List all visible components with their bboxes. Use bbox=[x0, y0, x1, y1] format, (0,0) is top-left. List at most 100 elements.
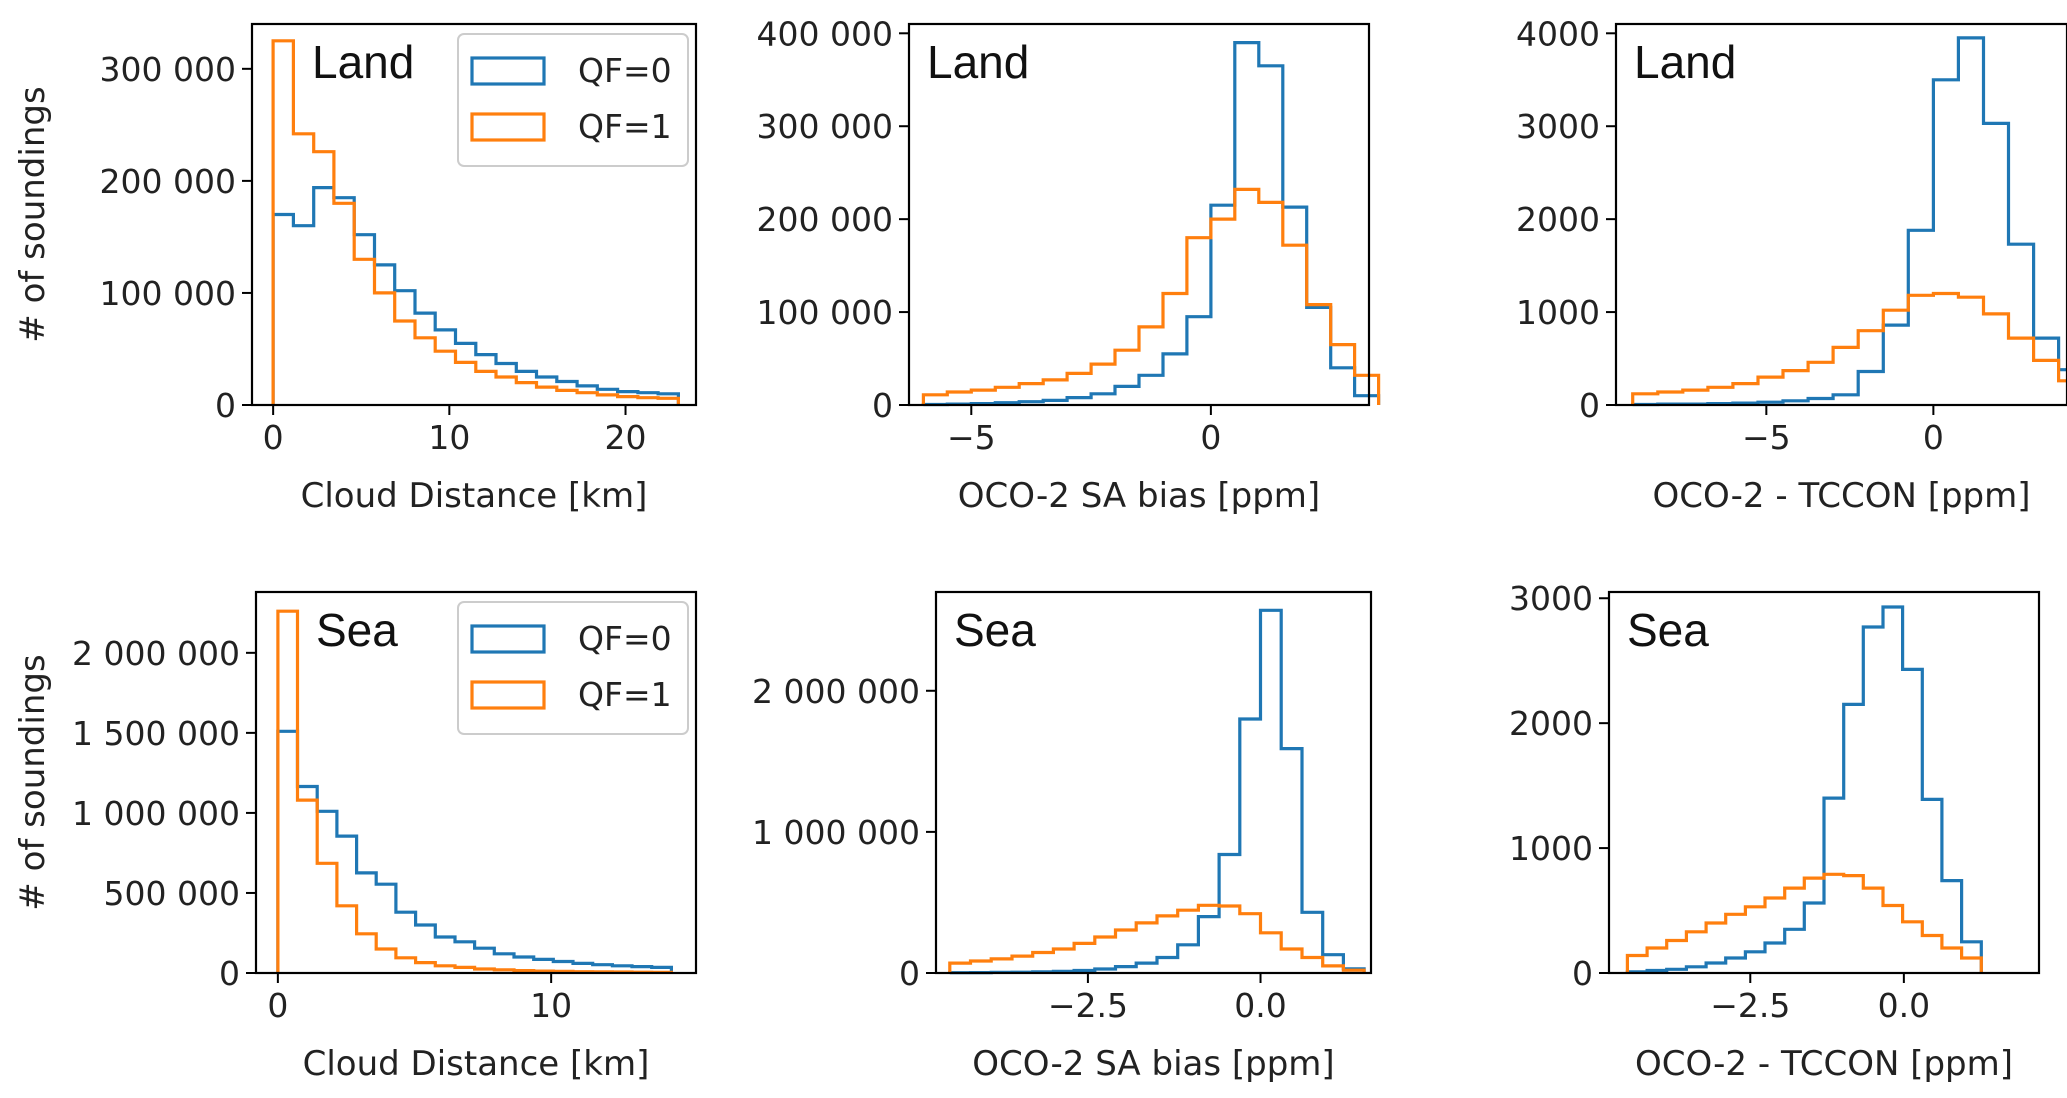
bin-qf-1-4 bbox=[354, 259, 374, 405]
y-tick-label: 1 000 000 bbox=[752, 813, 920, 852]
legend: QF=0 QF=1 bbox=[457, 601, 689, 735]
bin-qf-1-14 bbox=[557, 390, 577, 405]
axes-frame bbox=[1614, 22, 2067, 407]
legend-swatch-qf-1 bbox=[470, 112, 546, 142]
panel-title: Land bbox=[1634, 36, 1736, 88]
x-axis-label: OCO-2 - TCCON [ppm] bbox=[1635, 1044, 2013, 1084]
bin-qf-1-9 bbox=[1136, 923, 1157, 973]
bin-qf-1-10 bbox=[1163, 294, 1187, 406]
histogram-qf-0 bbox=[1631, 36, 2067, 407]
y-tick-label: 3000 bbox=[1509, 579, 1593, 618]
histogram-qf-1 bbox=[271, 39, 680, 405]
bin-qf-1-4 bbox=[1033, 953, 1054, 974]
bin-qf-1-13 bbox=[537, 387, 557, 405]
bin-qf-1-5 bbox=[376, 949, 396, 973]
bin-qf-1-16 bbox=[597, 395, 617, 405]
bin-qf-1-16 bbox=[1942, 948, 1962, 973]
sea-tccon-panel: −2.5 0.0 0 1000 2000 3000 OCO-2 - TCCON [ppm] S… bbox=[1509, 579, 2041, 1084]
bin-qf-1-11 bbox=[1844, 876, 1864, 973]
x-tick-label: 0.0 bbox=[1234, 986, 1286, 1025]
bin-qf-1-3 bbox=[1708, 387, 1733, 405]
bin-qf-0-16 bbox=[1281, 749, 1302, 973]
bin-qf-1-0 bbox=[273, 41, 293, 405]
land-tccon-panel: −5 0 0 1000 2000 3000 4000 OCO-2 - TCCON [ppm] L… bbox=[1516, 14, 2067, 516]
bin-qf-1-6 bbox=[1067, 373, 1091, 405]
panel-title: Sea bbox=[954, 604, 1036, 656]
y-tick-label: 1000 bbox=[1509, 829, 1593, 868]
histogram-qf-1 bbox=[1631, 291, 2067, 405]
bin-qf-1-4 bbox=[357, 934, 377, 973]
bin-qf-1-17 bbox=[1962, 958, 1982, 973]
bin-qf-1-2 bbox=[1667, 941, 1687, 974]
legend-swatch-qf-1 bbox=[470, 680, 546, 710]
y-tick-label: 0 bbox=[1572, 954, 1593, 993]
bin-qf-1-6 bbox=[396, 958, 416, 973]
bin-qf-1-9 bbox=[1139, 327, 1163, 405]
bin-qf-1-17 bbox=[1331, 345, 1355, 405]
y-axis-label: # of soundings bbox=[13, 654, 53, 910]
bin-qf-1-13 bbox=[1219, 906, 1240, 973]
y-tick-label: 1000 bbox=[1516, 293, 1600, 332]
bin-qf-1-0 bbox=[1627, 956, 1647, 974]
y-tick-label: 2 000 000 bbox=[752, 672, 920, 711]
bin-qf-1-10 bbox=[1157, 916, 1178, 973]
bin-qf-1-3 bbox=[334, 203, 354, 405]
y-tick-label: 300 000 bbox=[757, 107, 893, 146]
bin-qf-1-2 bbox=[317, 863, 337, 973]
bin-qf-1-10 bbox=[1824, 874, 1844, 973]
y-tick-label: 0 bbox=[1579, 386, 1600, 425]
bin-qf-1-15 bbox=[1283, 245, 1307, 405]
bin-qf-1-14 bbox=[1903, 922, 1923, 973]
bin-qf-1-3 bbox=[1012, 956, 1033, 973]
histogram-qf-1 bbox=[921, 187, 1381, 405]
bin-qf-1-2 bbox=[991, 959, 1012, 973]
bin-qf-1-14 bbox=[1984, 314, 2009, 405]
bin-qf-1-4 bbox=[1733, 384, 1758, 405]
bin-qf-1-13 bbox=[1883, 906, 1903, 974]
panel-title: Sea bbox=[1627, 604, 1709, 656]
histogram-qf-1 bbox=[1625, 872, 1983, 973]
bin-qf-1-8 bbox=[1833, 347, 1858, 405]
bin-qf-1-11 bbox=[1187, 238, 1211, 405]
panel-title: Land bbox=[927, 36, 1029, 88]
bin-qf-1-11 bbox=[1178, 910, 1199, 973]
y-tick-label: 100 000 bbox=[757, 293, 893, 332]
bin-qf-1-5 bbox=[375, 293, 395, 405]
bin-qf-1-15 bbox=[1261, 933, 1282, 973]
legend-swatch-qf-0 bbox=[470, 624, 546, 654]
bin-qf-1-5 bbox=[1053, 949, 1074, 973]
bin-qf-1-11 bbox=[1908, 295, 1933, 405]
legend-label-qf-0: QF=0 bbox=[578, 619, 672, 658]
bin-qf-1-0 bbox=[278, 611, 298, 973]
y-tick-label: 3000 bbox=[1516, 107, 1600, 146]
y-tick-label: 0 bbox=[872, 386, 893, 425]
x-axis-label: OCO-2 SA bias [ppm] bbox=[972, 1044, 1334, 1084]
x-tick-label: 20 bbox=[605, 418, 647, 457]
bin-qf-1-17 bbox=[2059, 381, 2067, 405]
bin-qf-1-15 bbox=[577, 393, 597, 405]
x-tick-label: 0 bbox=[1200, 418, 1221, 457]
bin-qf-1-12 bbox=[1863, 888, 1883, 973]
bin-qf-1-2 bbox=[1683, 390, 1708, 405]
y-tick-label: 300 000 bbox=[100, 50, 236, 89]
bin-qf-1-9 bbox=[1858, 331, 1883, 405]
y-tick-label: 100 000 bbox=[100, 274, 236, 313]
legend-swatch-qf-0 bbox=[470, 56, 546, 86]
bin-qf-1-4 bbox=[1706, 923, 1726, 973]
y-tick-label: 0 bbox=[899, 954, 920, 993]
y-tick-label: 1 000 000 bbox=[72, 794, 240, 833]
y-tick-label: 500 000 bbox=[104, 874, 240, 913]
bin-qf-1-0 bbox=[923, 395, 947, 405]
bin-qf-1-14 bbox=[1259, 202, 1283, 405]
bin-qf-1-8 bbox=[1115, 350, 1139, 405]
legend-box bbox=[457, 33, 689, 167]
bin-qf-1-6 bbox=[1783, 371, 1808, 405]
x-axis-label: OCO-2 - TCCON [ppm] bbox=[1652, 476, 2030, 516]
sea-cloud-distance-panel: 0 10 0 500 000 1 000 000 1 500 000 2 000 000 Cl… bbox=[13, 590, 698, 1084]
bin-qf-1-13 bbox=[1958, 297, 1983, 405]
x-tick-label: −2.5 bbox=[1710, 986, 1790, 1025]
bin-qf-1-12 bbox=[1211, 219, 1235, 405]
bin-qf-1-1 bbox=[971, 961, 992, 973]
bin-qf-1-5 bbox=[1758, 377, 1783, 405]
